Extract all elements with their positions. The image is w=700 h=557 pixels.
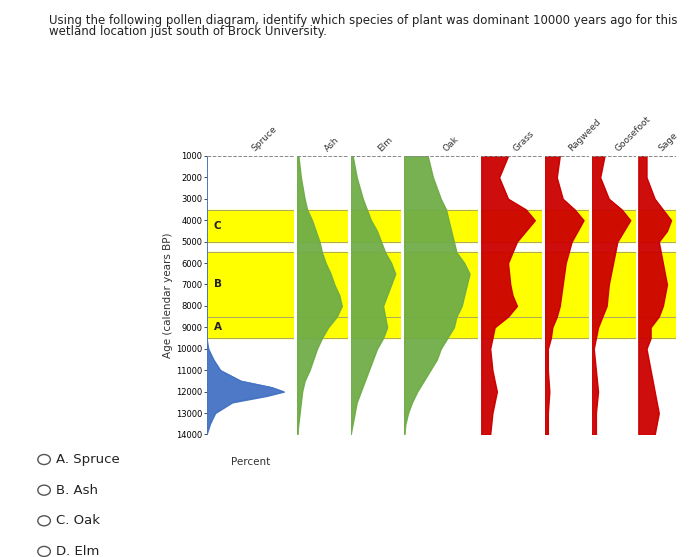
Bar <box>351 316 401 338</box>
Bar <box>206 252 295 316</box>
Text: C. Oak: C. Oak <box>56 514 100 527</box>
Bar <box>404 252 479 316</box>
Bar <box>592 252 636 316</box>
Bar <box>298 209 348 242</box>
Bar <box>482 316 542 338</box>
Bar <box>298 316 348 338</box>
Text: Age (calendar years BP): Age (calendar years BP) <box>163 232 173 358</box>
Text: Using the following pollen diagram, identify which species of plant was dominant: Using the following pollen diagram, iden… <box>49 14 678 27</box>
Bar <box>298 252 348 316</box>
Bar <box>482 209 542 242</box>
Text: B. Ash: B. Ash <box>56 483 98 497</box>
Text: D. Elm: D. Elm <box>56 545 99 557</box>
Bar <box>206 316 295 338</box>
Bar <box>545 316 589 338</box>
Bar <box>351 252 401 316</box>
Text: B: B <box>214 280 221 290</box>
Title: Grass: Grass <box>512 129 536 153</box>
Bar <box>404 316 479 338</box>
Bar <box>638 316 675 338</box>
Title: Spruce: Spruce <box>251 124 279 153</box>
Title: Sage: Sage <box>657 131 679 153</box>
Text: wetland location just south of Brock University.: wetland location just south of Brock Uni… <box>49 25 327 38</box>
Text: Percent: Percent <box>231 457 270 467</box>
Bar <box>638 209 675 242</box>
Title: Ash: Ash <box>323 135 340 153</box>
Bar <box>206 209 295 242</box>
Bar <box>592 316 636 338</box>
Bar <box>638 252 675 316</box>
Title: Ragweed: Ragweed <box>567 118 603 153</box>
Bar <box>545 209 589 242</box>
Bar <box>482 252 542 316</box>
Title: Oak: Oak <box>441 134 460 153</box>
Text: C: C <box>214 221 221 231</box>
Bar <box>351 209 401 242</box>
Text: A: A <box>214 323 221 333</box>
Bar <box>545 252 589 316</box>
Bar <box>404 209 479 242</box>
Text: A. Spruce: A. Spruce <box>56 453 120 466</box>
Title: Goosefoot: Goosefoot <box>614 114 652 153</box>
Bar <box>592 209 636 242</box>
Title: Elm: Elm <box>376 135 394 153</box>
